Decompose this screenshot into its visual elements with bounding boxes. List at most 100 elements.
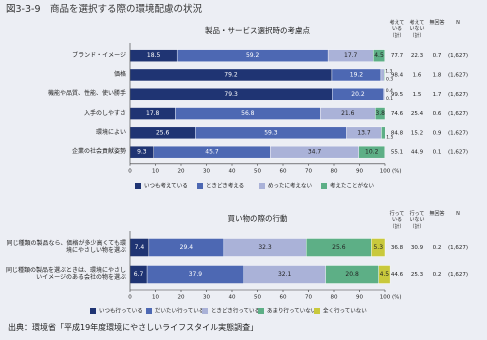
legend-swatch <box>314 308 320 314</box>
chart-title: 買い物の際の行動 <box>228 213 288 223</box>
summary-value: 25.4 <box>411 111 424 117</box>
value-label: 34.7 <box>308 149 322 156</box>
category-label: 価格 <box>113 70 126 78</box>
summary-header: 行っている（計） <box>389 211 405 230</box>
summary-header: 無回答 <box>429 211 445 217</box>
value-label: 45.7 <box>205 149 219 156</box>
bar-segment <box>384 68 386 82</box>
value-label: 4.5 <box>380 271 390 278</box>
value-label: 1.3 <box>385 68 392 74</box>
x-tick-label: 90 <box>356 295 363 301</box>
legend-label: 考えたことがない <box>330 182 375 190</box>
summary-value: (1,627) <box>448 245 468 251</box>
legend-swatch <box>321 183 327 189</box>
summary-value: 0.2 <box>433 272 442 278</box>
summary-value: 99.5 <box>391 92 404 98</box>
summary-value: 0.6 <box>433 111 442 117</box>
value-label: 10.2 <box>365 149 379 156</box>
value-label: 19.2 <box>350 71 364 78</box>
value-label: 25.6 <box>156 129 170 136</box>
value-label: 59.2 <box>246 52 260 59</box>
value-label: 9.3 <box>137 149 147 156</box>
value-label: 17.8 <box>146 110 160 117</box>
figure-title: 図3-3-9 商品を選択する際の環境配慮の状況 <box>6 4 202 15</box>
value-label: 3.8 <box>375 110 385 117</box>
legend-label: 全く行っていない <box>323 307 367 315</box>
summary-value: 44.9 <box>411 150 424 156</box>
summary-value: 0.1 <box>433 150 442 156</box>
legend-label: ときどき行っている <box>211 307 260 315</box>
summary-value: 98.4 <box>391 72 404 78</box>
category-label: 機能や品質、性能、使い勝手 <box>47 90 126 98</box>
x-unit: (%) <box>392 168 402 174</box>
x-tick-label: 40 <box>229 295 236 301</box>
summary-value: (1,627) <box>448 150 468 156</box>
x-tick-label: 100 <box>380 295 391 301</box>
category-label: ブランド・イメージ <box>72 51 126 59</box>
x-tick-label: 10 <box>152 295 159 301</box>
summary-value: 15.2 <box>411 130 423 136</box>
value-label: 0.4 <box>386 88 393 94</box>
value-label: 0.1 <box>386 96 393 102</box>
summary-value: 1.8 <box>433 72 442 78</box>
value-label: 21.6 <box>341 110 355 117</box>
legend-swatch <box>146 308 152 314</box>
value-label: 17.7 <box>344 52 358 59</box>
value-label: 25.6 <box>332 244 346 251</box>
x-tick-label: 0 <box>128 168 132 174</box>
summary-value: (1,627) <box>448 72 468 78</box>
category-label: 入手のしやすさ <box>84 109 126 117</box>
value-label: 18.5 <box>147 52 161 59</box>
summary-value: 22.3 <box>411 53 424 59</box>
x-unit: (%) <box>392 295 402 301</box>
legend-swatch <box>197 183 203 189</box>
value-label: 6.7 <box>134 271 144 278</box>
legend-swatch <box>259 183 265 189</box>
summary-value: (1,627) <box>448 92 468 98</box>
value-label: 79.3 <box>224 91 238 98</box>
legend-label: いつも行っている <box>99 307 143 315</box>
value-label: 20.8 <box>345 271 359 278</box>
summary-header: N <box>456 20 460 26</box>
x-tick-label: 70 <box>305 295 312 301</box>
bar-segment <box>371 238 386 257</box>
x-tick-label: 20 <box>178 168 185 174</box>
value-label: 20.2 <box>351 91 365 98</box>
x-tick-label: 20 <box>178 295 185 301</box>
summary-header: 行っていない（計） <box>409 211 425 230</box>
summary-value: (1,627) <box>448 272 468 278</box>
x-tick-label: 30 <box>203 295 210 301</box>
x-tick-label: 60 <box>280 168 287 174</box>
x-tick-label: 50 <box>254 168 261 174</box>
legend-swatch <box>135 183 141 189</box>
x-tick-label: 80 <box>331 295 338 301</box>
x-tick-label: 40 <box>229 168 236 174</box>
legend-label: だいたい行っている <box>155 307 204 315</box>
x-tick-label: 100 <box>380 168 391 174</box>
x-tick-label: 0 <box>128 295 132 301</box>
summary-header: 無回答 <box>429 20 445 26</box>
summary-value: (1,627) <box>448 111 468 117</box>
category-label: 同じ種類の製品を選ぶときは、環境にやさしいイメージのある会社の物を選ぶ <box>5 266 126 282</box>
value-label: 59.3 <box>264 129 278 136</box>
bar-segment <box>380 68 385 82</box>
summary-value: 0.9 <box>433 130 442 136</box>
category-label: 企業の社会貢献姿勢 <box>71 148 126 156</box>
chart-title: 製品・サービス選択時の考慮点 <box>205 25 310 35</box>
summary-value: 36.8 <box>391 245 404 251</box>
summary-value: 84.8 <box>391 130 404 136</box>
value-label: 32.3 <box>258 244 272 251</box>
value-label: 1.5 <box>386 134 393 140</box>
value-label: 13.7 <box>357 129 371 136</box>
x-tick-label: 10 <box>152 168 159 174</box>
value-label: 79.2 <box>224 71 238 78</box>
legend-swatch <box>90 308 96 314</box>
value-label: 4.5 <box>374 52 384 59</box>
bar-segment <box>373 49 385 62</box>
bar-segment <box>381 126 386 140</box>
summary-value: 77.7 <box>391 53 404 59</box>
summary-header: 考えていない（計） <box>409 20 425 39</box>
legend-label: めったに考えない <box>268 183 313 190</box>
